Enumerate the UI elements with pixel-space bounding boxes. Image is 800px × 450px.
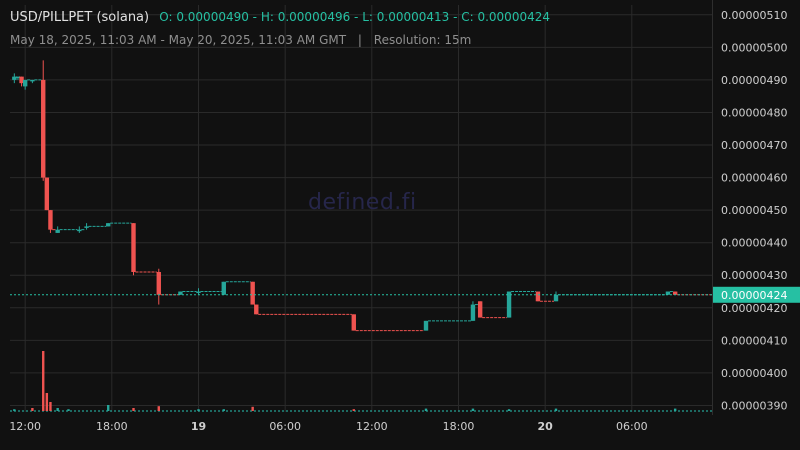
y-tick-label: 0.00000410 xyxy=(721,334,787,347)
candle-body xyxy=(41,79,46,178)
candle-body xyxy=(48,210,53,230)
candle-body xyxy=(15,76,21,79)
volume-bar xyxy=(222,409,225,411)
candle-body xyxy=(178,291,183,295)
x-tick-label: 06:00 xyxy=(616,420,648,433)
volume-bar xyxy=(197,409,200,411)
resolution-label: Resolution: 15m xyxy=(373,33,472,47)
candle-body xyxy=(55,229,60,233)
volume-bar xyxy=(42,351,45,411)
candle-body xyxy=(77,229,82,232)
y-tick-label: 0.00000400 xyxy=(721,367,787,380)
x-tick-label: 19 xyxy=(191,420,206,433)
volume-bar xyxy=(56,408,59,411)
candle-body xyxy=(84,226,89,228)
candle-body xyxy=(12,76,17,80)
volume-bar xyxy=(67,409,70,411)
volume-bar xyxy=(157,406,160,411)
candle-body xyxy=(221,281,226,295)
x-tick-label: 06:00 xyxy=(269,420,301,433)
y-tick-label: 0.00000420 xyxy=(721,302,787,315)
volume-bar xyxy=(673,408,677,411)
candle-body xyxy=(535,291,541,302)
ohlc-readout: O: 0.00000490 - H: 0.00000496 - L: 0.000… xyxy=(159,10,550,24)
volume-bar xyxy=(251,406,254,411)
y-tick-label: 0.00000470 xyxy=(721,139,787,152)
chart-subheader: May 18, 2025, 11:03 AM - May 20, 2025, 1… xyxy=(10,33,471,47)
candle-body xyxy=(254,304,259,315)
x-tick-label: 12:00 xyxy=(9,420,41,433)
volume-bar xyxy=(107,405,110,411)
grid xyxy=(10,5,712,412)
x-tick-label: 20 xyxy=(538,420,554,433)
volume-bar xyxy=(352,409,355,411)
candle-body xyxy=(665,291,671,295)
axes: 0.00000510 0.00000500 0.00000490 0.00000480… xyxy=(9,0,800,433)
candle-body xyxy=(477,301,483,318)
volume-bar xyxy=(45,393,49,411)
candle-body xyxy=(19,76,24,84)
chart-header: USD/PILLPET (solana) O: 0.00000490 - H: … xyxy=(10,10,550,25)
volume-bar xyxy=(49,402,52,411)
separator: | xyxy=(357,33,362,47)
candle-body xyxy=(506,291,512,318)
symbol-title: USD/PILLPET (solana) xyxy=(10,10,150,25)
y-tick-label: 0.00000510 xyxy=(721,9,787,22)
candle-body xyxy=(351,314,356,331)
y-tick-label: 0.00000480 xyxy=(721,106,787,119)
x-tick-label: 18:00 xyxy=(96,420,128,433)
volume-bar xyxy=(132,408,135,411)
y-tick-label: 0.00000500 xyxy=(721,41,787,54)
volume-bar xyxy=(507,409,511,411)
candle-body xyxy=(30,79,35,82)
candle-body xyxy=(250,281,255,305)
candle-body xyxy=(470,304,476,321)
volume-bar xyxy=(31,408,34,411)
candle-body xyxy=(131,223,136,272)
volume-bars xyxy=(10,351,712,412)
y-tick-label: 0.00000440 xyxy=(721,237,787,250)
candle-body xyxy=(44,177,50,211)
volume-bar xyxy=(424,408,428,411)
volume-bar xyxy=(554,408,558,411)
current-price-tag xyxy=(713,286,800,303)
candle-body xyxy=(423,320,429,331)
y-tick-label: 0.00000390 xyxy=(721,399,787,412)
volume-bar xyxy=(13,409,16,411)
y-tick-label: 0.00000460 xyxy=(721,172,787,185)
current-price-label: 0.00000424 xyxy=(721,289,787,302)
x-tick-label: 18:00 xyxy=(443,420,475,433)
y-tick-label: 0.00000490 xyxy=(721,74,787,87)
y-tick-label: 0.00000450 xyxy=(721,204,787,217)
watermark: defined.fi xyxy=(308,190,417,215)
date-range: May 18, 2025, 11:03 AM - May 20, 2025, 1… xyxy=(10,33,347,47)
volume-bar xyxy=(471,408,475,411)
candle-body xyxy=(196,291,201,294)
candle-body xyxy=(106,223,111,227)
candle-body xyxy=(553,294,559,302)
candle-body xyxy=(156,271,161,295)
candle-body xyxy=(672,291,678,295)
y-tick-label: 0.00000430 xyxy=(721,269,787,282)
candle-body xyxy=(22,79,28,87)
x-tick-label: 12:00 xyxy=(356,420,388,433)
